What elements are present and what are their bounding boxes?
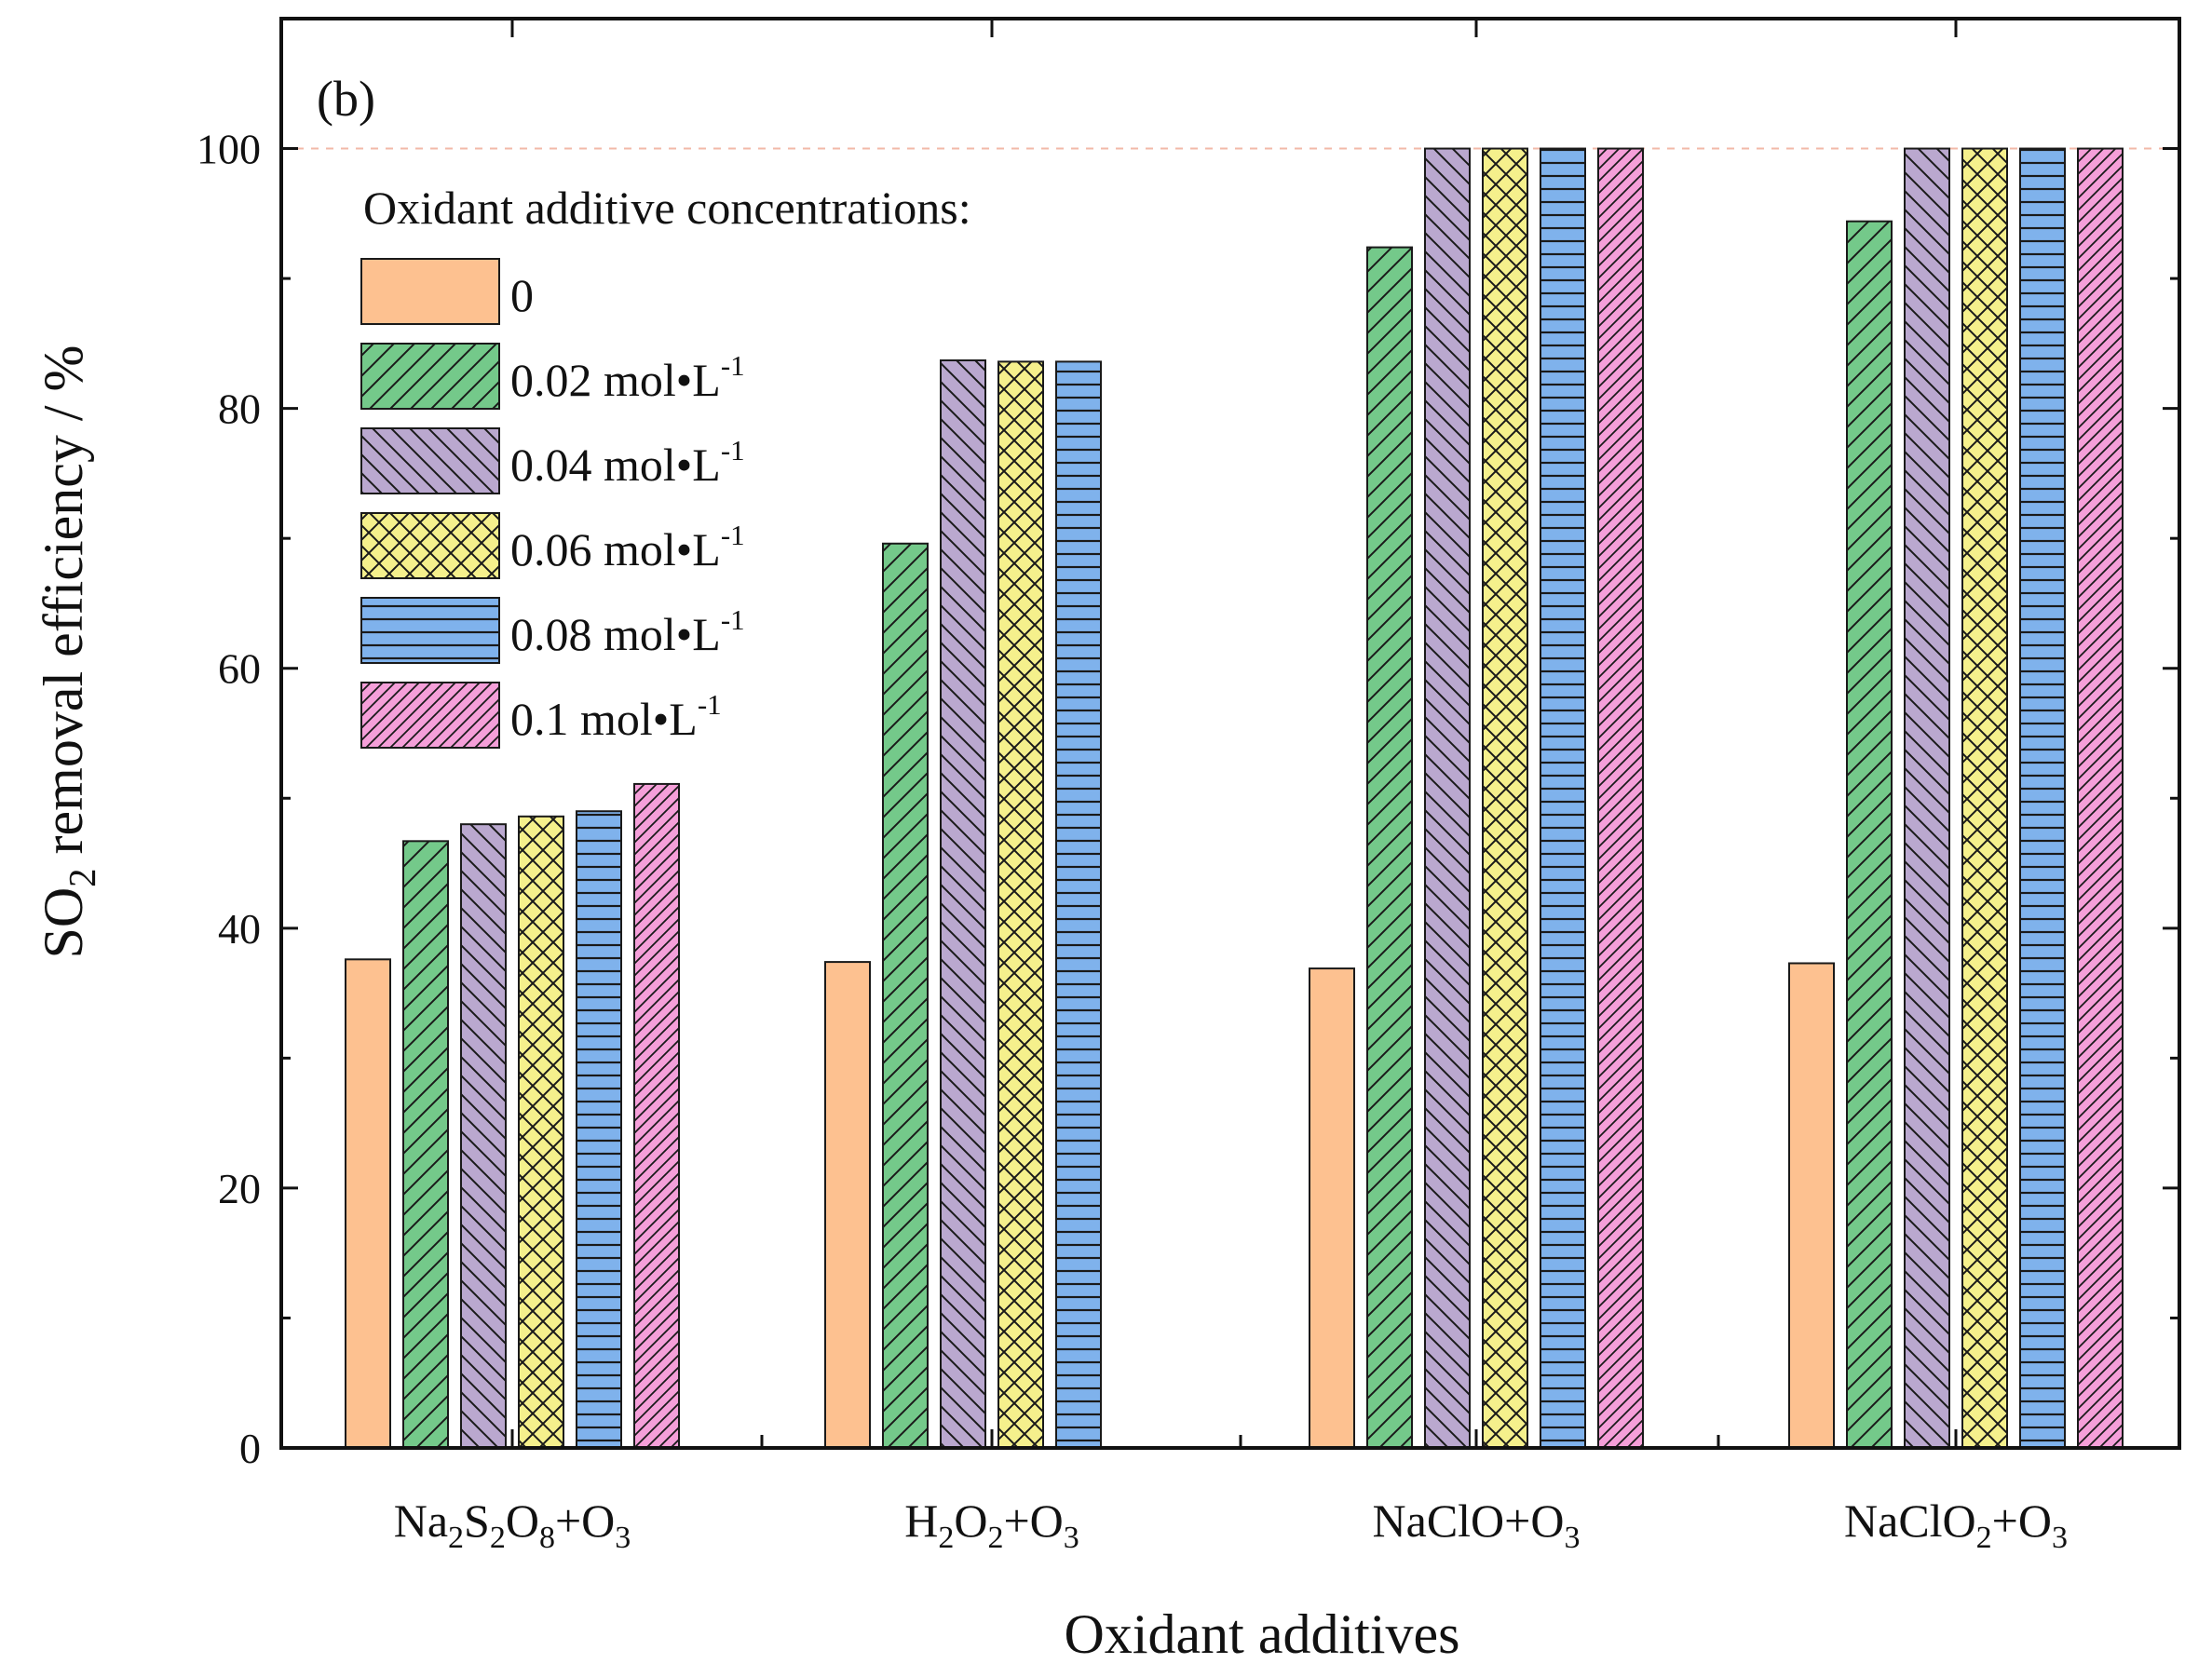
bar-fill (346, 959, 390, 1448)
legend-entry-2: 0.04 mol•L-1 (360, 427, 745, 494)
bar-3-3 (1961, 147, 2008, 1450)
legend-entry-4: 0.08 mol•L-1 (360, 597, 745, 664)
bar-3-2 (1904, 147, 1950, 1450)
legend-swatch-outline (360, 258, 500, 325)
bar-0-3 (518, 815, 564, 1449)
bar-0-1 (402, 840, 449, 1449)
bar-fill (1789, 963, 1834, 1448)
bar-0-4 (576, 810, 622, 1449)
x-category-label: NaClO+O3 (1373, 1494, 1581, 1555)
legend-swatch-outline (360, 682, 500, 749)
bar-pattern (1367, 247, 1412, 1449)
legend-swatch (361, 259, 499, 324)
x-category-label: H2O2+O3 (904, 1494, 1079, 1555)
bar-3-4 (2019, 147, 2066, 1450)
legend-swatch-pattern (361, 683, 499, 748)
bar-pattern (634, 783, 679, 1448)
bar-pattern (941, 360, 985, 1449)
legend-label: 0.08 mol•L-1 (510, 603, 745, 660)
legend-entry-0: 0 (360, 258, 534, 325)
legend-title: Oxidant additive concentrations: (363, 182, 971, 234)
bar-3-1 (1846, 220, 1893, 1449)
bar-pattern (1425, 148, 1470, 1449)
ticks-layer: 0 20 40 60 80 100 Na2S2O8+O3 H2O2+O3 NaClO+O3 NaC… (197, 19, 2179, 1555)
legend-swatch-pattern (361, 344, 499, 409)
legend-label: 0.1 mol•L-1 (510, 688, 722, 745)
legend: Oxidant additive concentrations: 0 0.02 m… (360, 182, 971, 749)
plot-frame (279, 17, 2181, 1450)
bar-2-4 (1540, 147, 1586, 1450)
x-axis-title: Oxidant additives (1065, 1603, 1460, 1665)
bar-pattern (577, 811, 621, 1448)
legend-swatch-outline (360, 597, 500, 664)
bar-3-0 (1788, 962, 1835, 1449)
bars-layer (345, 147, 2124, 1450)
bar-pattern (1483, 148, 1527, 1449)
bar-1-4 (1055, 360, 1102, 1449)
bar-1-3 (997, 360, 1044, 1449)
legend-label: 0 (510, 269, 534, 321)
x-category-label: Na2S2O8+O3 (394, 1494, 631, 1555)
bar-1-0 (824, 961, 871, 1449)
bar-pattern (1847, 221, 1892, 1448)
bar-pattern (1540, 148, 1585, 1449)
legend-swatch-outline (360, 512, 500, 579)
bar-pattern (2020, 148, 2065, 1449)
legend-label: 0.04 mol•L-1 (510, 434, 745, 491)
bar-pattern (461, 824, 506, 1448)
bar-pattern (403, 841, 448, 1448)
y-tick-label: 0 (239, 1425, 261, 1472)
bar-2-2 (1424, 147, 1471, 1450)
legend-label: 0.02 mol•L-1 (510, 349, 745, 406)
bar-fill (1310, 968, 1354, 1448)
y-tick-label: 100 (197, 126, 261, 173)
bar-pattern (998, 361, 1043, 1448)
legend-swatch-pattern (361, 598, 499, 663)
bar-2-0 (1309, 967, 1355, 1449)
legend-entry-1: 0.02 mol•L-1 (360, 343, 745, 410)
x-category-label: NaClO2+O3 (1844, 1494, 2068, 1555)
bar-pattern (2078, 148, 2123, 1449)
bar-1-2 (940, 359, 986, 1450)
bar-fill (825, 962, 870, 1448)
legend-swatch-outline (360, 343, 500, 410)
bar-2-3 (1482, 147, 1528, 1450)
legend-swatch-pattern (361, 428, 499, 494)
legend-swatch-pattern (361, 513, 499, 578)
bar-pattern (1056, 361, 1101, 1448)
y-tick-label: 80 (218, 385, 261, 433)
legend-swatch-outline (360, 427, 500, 494)
legend-label: 0.06 mol•L-1 (510, 519, 745, 575)
bar-0-0 (345, 958, 391, 1449)
bar-3-5 (2077, 147, 2124, 1450)
panel-label: (b) (317, 71, 375, 127)
bar-0-2 (460, 823, 507, 1449)
legend-entry-3: 0.06 mol•L-1 (360, 512, 745, 579)
bar-1-1 (882, 542, 929, 1449)
axes-layer (279, 17, 2181, 1450)
bar-2-1 (1366, 246, 1413, 1450)
bar-0-5 (633, 782, 680, 1449)
y-tick-label: 60 (218, 645, 261, 693)
bar-pattern (519, 816, 563, 1448)
bar-pattern (1905, 148, 1949, 1449)
bar-pattern (883, 543, 928, 1448)
bar-pattern (1962, 148, 2007, 1449)
bar-pattern (1598, 148, 1643, 1449)
bar-2-5 (1597, 147, 1644, 1450)
y-tick-label: 40 (218, 905, 261, 953)
y-tick-label: 20 (218, 1165, 261, 1212)
y-axis-title: SO2 removal efficiency / % (33, 345, 103, 958)
legend-entry-5: 0.1 mol•L-1 (360, 682, 722, 749)
